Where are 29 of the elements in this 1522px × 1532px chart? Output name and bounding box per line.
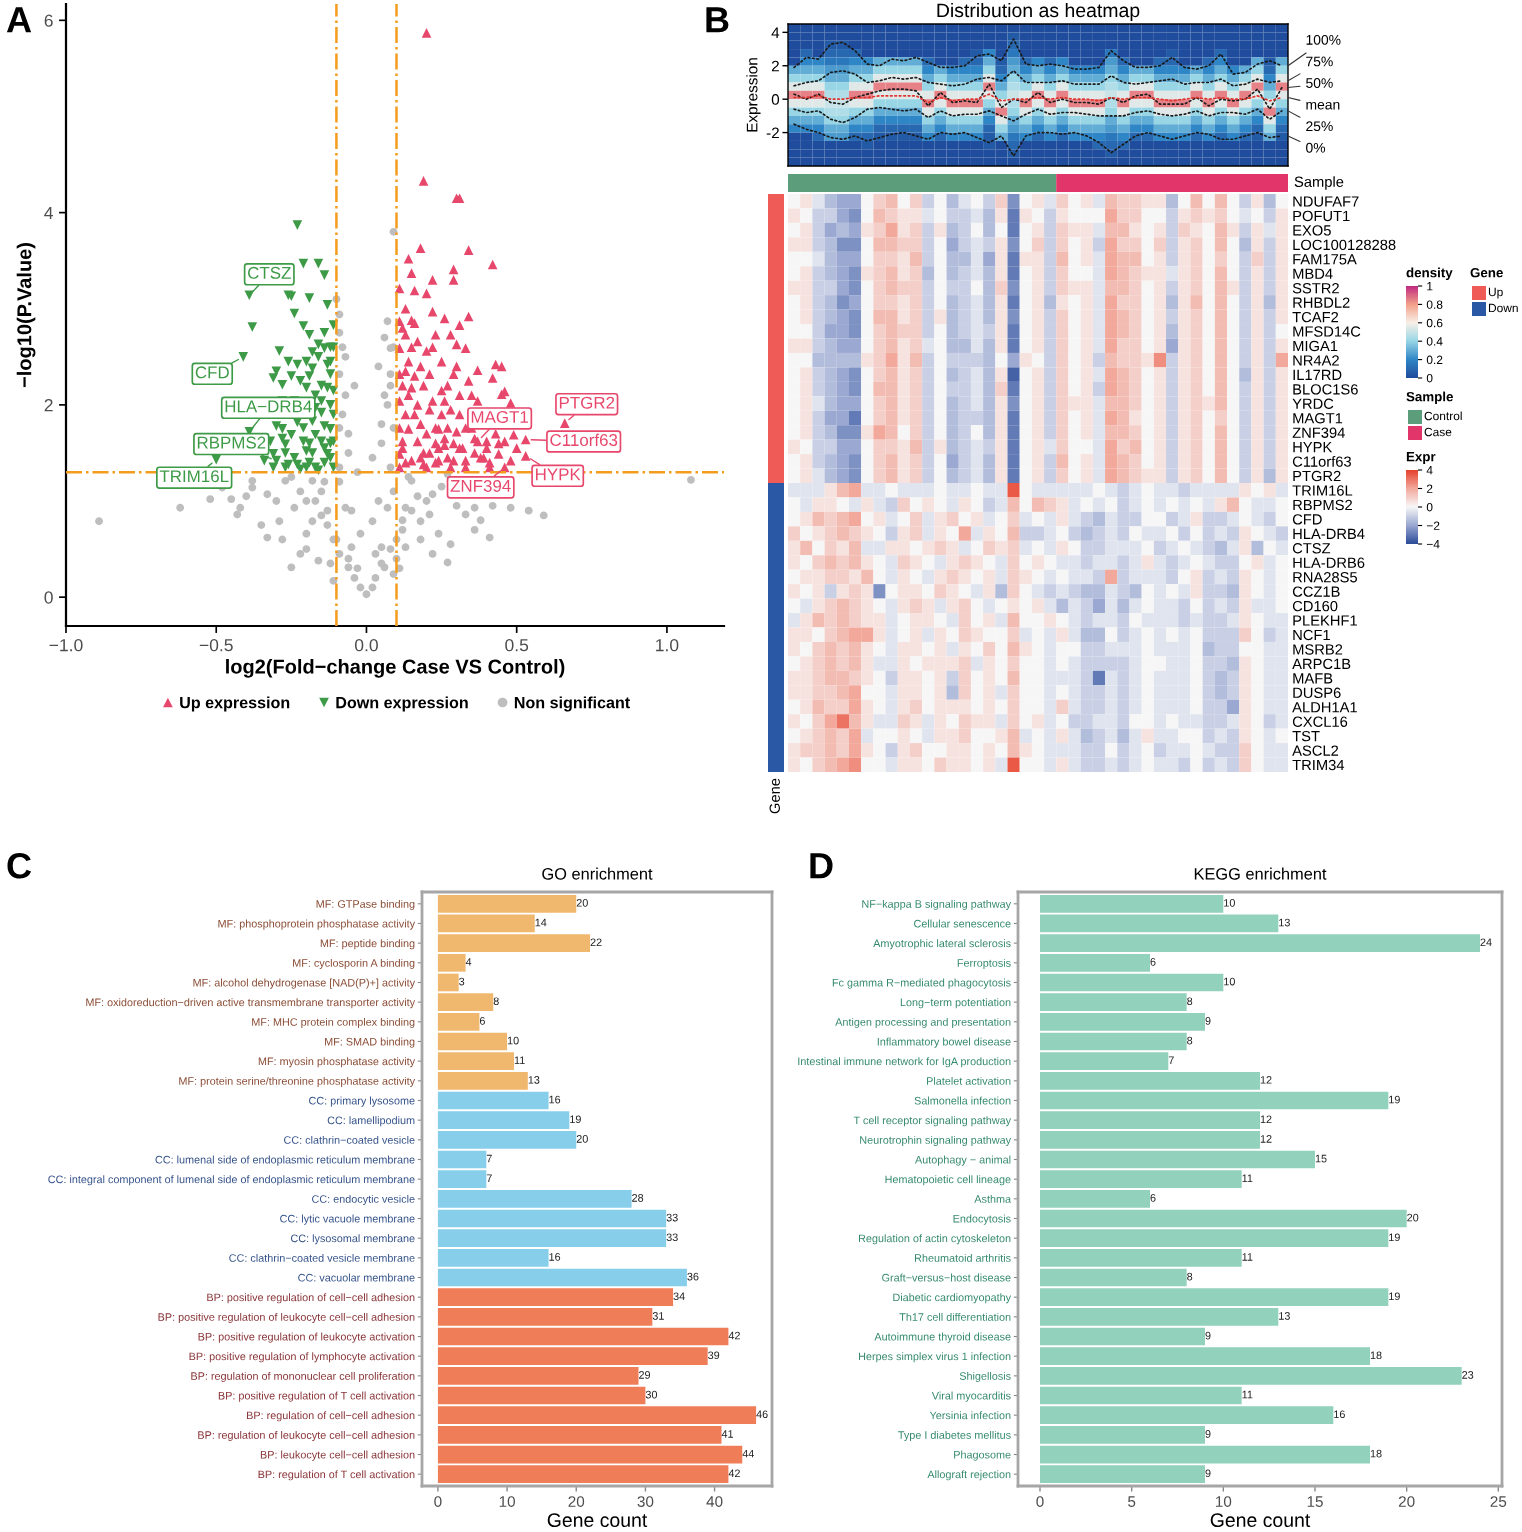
legend-label: Non significant [514, 696, 630, 712]
annotation: C11orf63 [550, 433, 618, 447]
x-tick-label: 1.0 [656, 638, 679, 652]
annotation: HLA−DRB4 [225, 400, 312, 413]
x-tick-label: −1.0 [49, 638, 83, 652]
annotation: PTGR2 [559, 396, 615, 409]
chart-title: Distribution as heatmap [937, 2, 1140, 22]
text: A [6, 7, 32, 33]
x-axis-title: Gene count [1210, 1513, 1311, 1528]
x-tick-label: 0.0 [354, 638, 378, 652]
annotation: MAGT1 [471, 410, 528, 423]
annotation: B [706, 7, 729, 33]
chart-title: GO enrichment [542, 867, 653, 880]
x-tick-label: 0.5 [505, 638, 529, 652]
x-tick-label: −0.5 [199, 638, 233, 652]
annotation: HYPK [536, 468, 581, 481]
legend-label: Up expression [180, 696, 290, 712]
y-tick-label: 4 [44, 206, 53, 219]
y-tick-label: 6 [44, 14, 53, 27]
annotation: ZNF394 [450, 479, 511, 492]
x-axis-title: log2(Fold−change Case VS Control) [226, 658, 565, 678]
chart-title: KEGG enrichment [1194, 867, 1327, 880]
y-tick-label: 2 [44, 399, 53, 412]
y-tick-label: 0 [44, 591, 53, 604]
legend-label: Down expression [336, 696, 468, 712]
text: C [7, 852, 32, 879]
text: D [810, 853, 833, 879]
y-axis-title: −log10(P.Value) [16, 243, 36, 388]
x-axis-title: Gene count [547, 1513, 648, 1528]
